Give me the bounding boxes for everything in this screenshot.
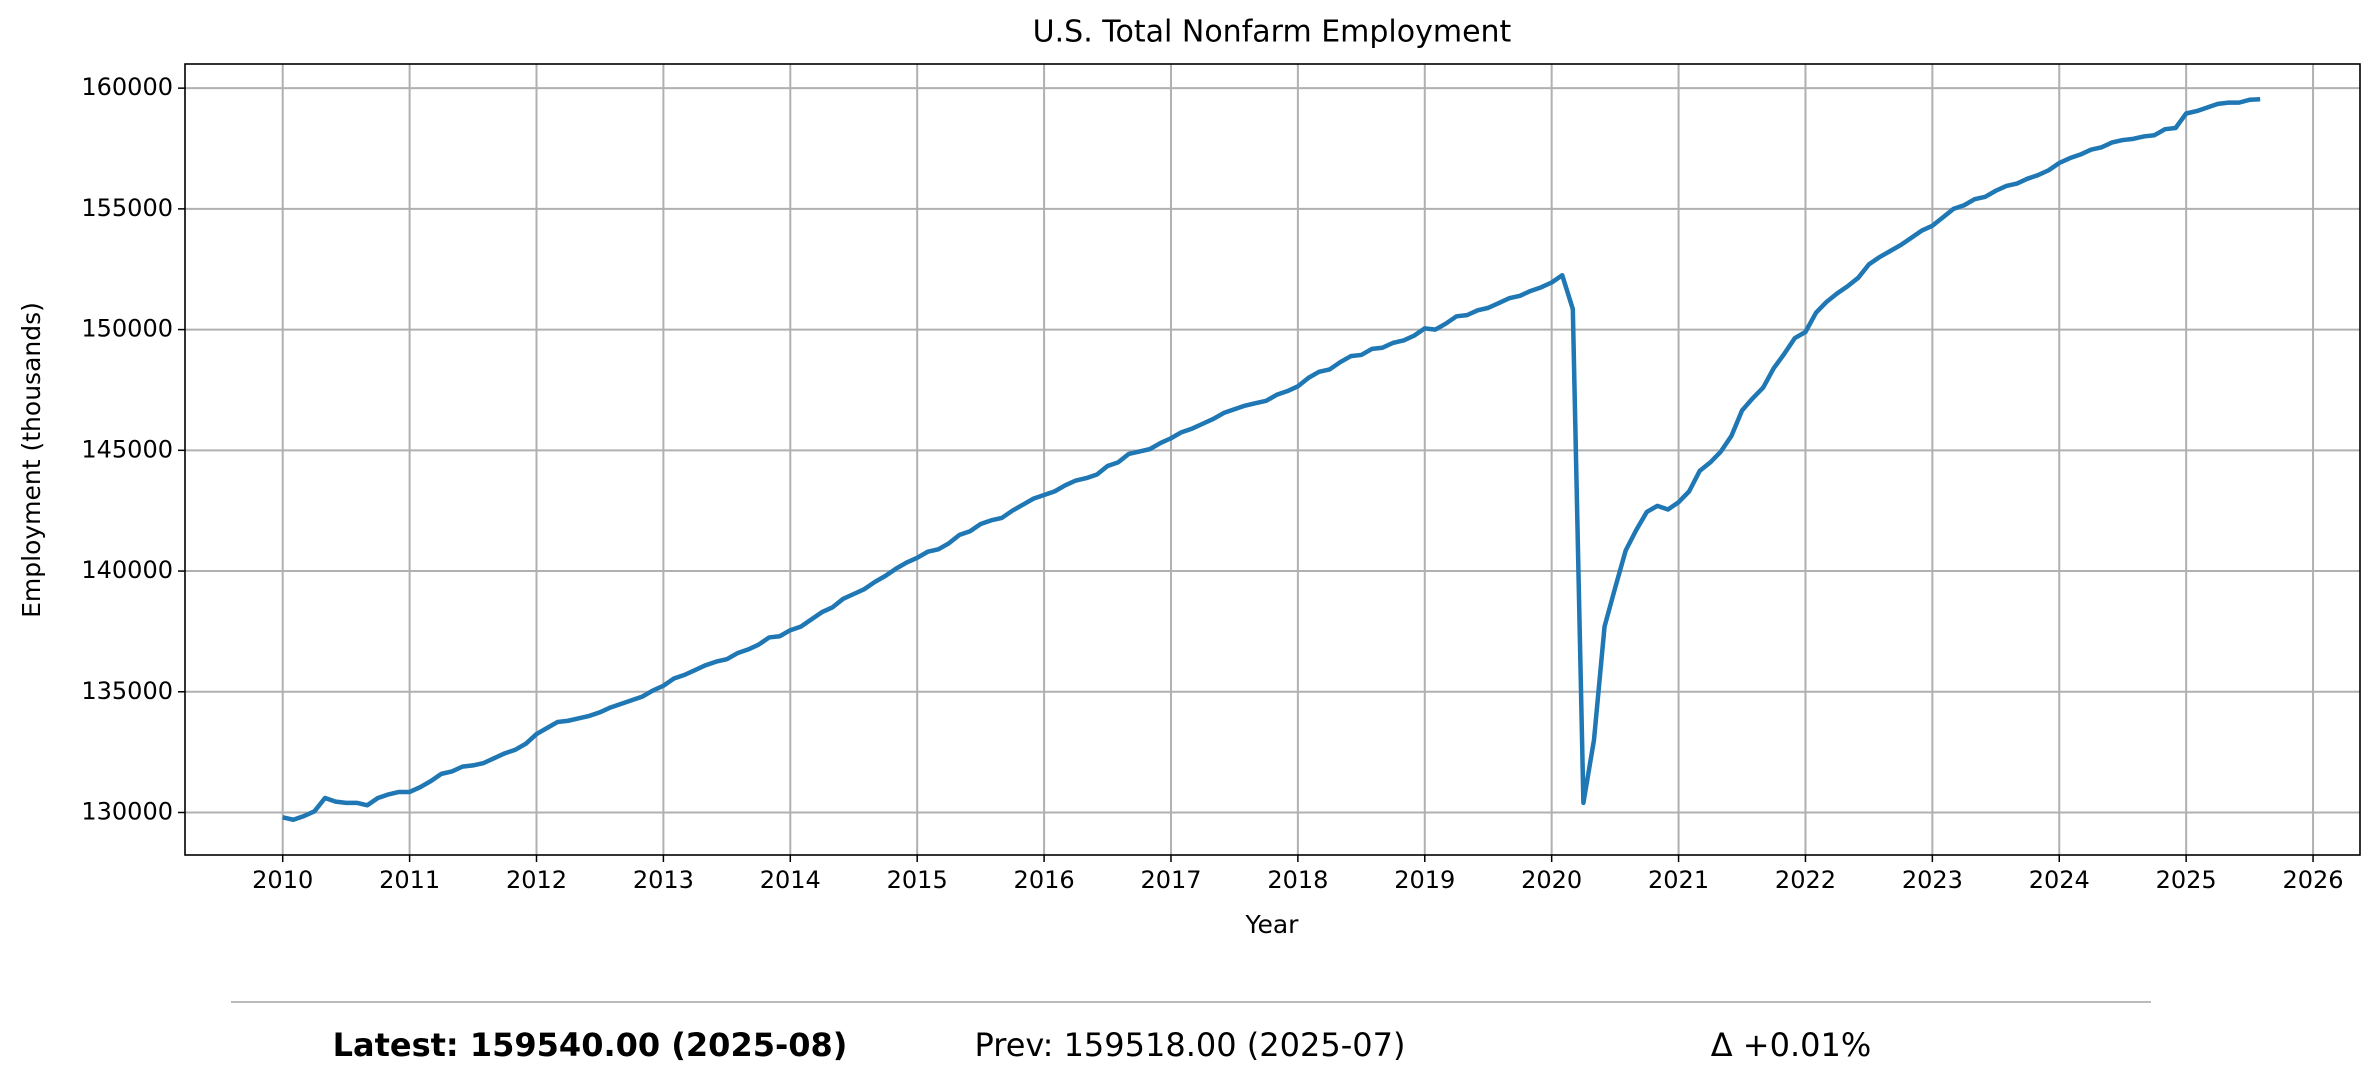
y-tick-label: 150000 [81,315,173,343]
x-tick-label: 2011 [379,866,440,894]
x-tick-label: 2016 [1014,866,1075,894]
x-tick-label: 2014 [760,866,821,894]
x-tick-label: 2026 [2283,866,2344,894]
x-tick-label: 2013 [633,866,694,894]
x-tick-label: 2010 [252,866,313,894]
x-tick-label: 2021 [1648,866,1709,894]
plot-frame [184,63,2361,856]
x-tick-label: 2023 [1902,866,1963,894]
change-stat: Δ +0.01% [1711,1026,1872,1064]
y-axis-label: Employment (thousands) [17,302,46,618]
data-line [282,97,2261,822]
x-tick-label: 2024 [2029,866,2090,894]
x-tick-label: 2022 [1775,866,1836,894]
y-tick-label: 155000 [81,194,173,222]
y-tick-label: 140000 [81,556,173,584]
x-tick-label: 2018 [1267,866,1328,894]
x-tick-label: 2017 [1140,866,1201,894]
x-axis-label: Year [1245,910,1300,939]
x-tick-label: 2025 [2156,866,2217,894]
x-tick-label: 2015 [887,866,948,894]
y-tick-label: 145000 [81,435,173,463]
x-tick-label: 2012 [506,866,567,894]
x-tick-label: 2019 [1394,866,1455,894]
y-tick-label: 160000 [81,73,173,101]
previous-stat: Prev: 159518.00 (2025-07) [975,1026,1406,1064]
chart-title: U.S. Total Nonfarm Employment [1033,15,1512,50]
grid [178,64,2360,862]
y-tick-label: 130000 [81,798,173,826]
plot-area [282,97,2261,822]
x-tick-label: 2020 [1521,866,1582,894]
latest-stat: Latest: 159540.00 (2025-08) [333,1026,848,1064]
y-tick-label: 135000 [81,677,173,705]
